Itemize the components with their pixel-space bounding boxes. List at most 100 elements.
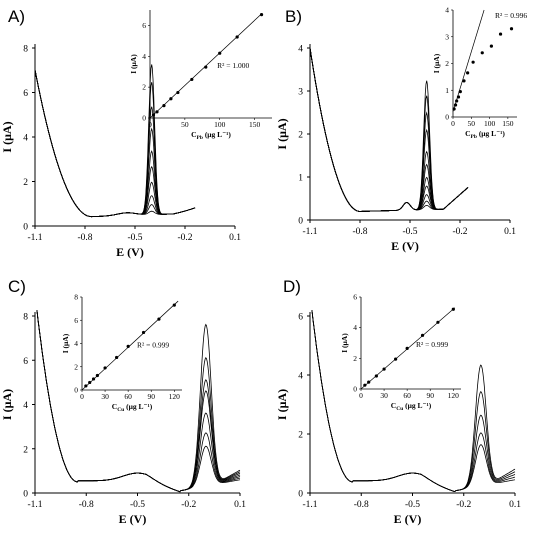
inset-data-point — [480, 51, 484, 55]
x-tick-label: -1.1 — [27, 233, 42, 243]
voltammogram-series-4 — [35, 69, 196, 218]
y-axis-title: I (μA) — [275, 389, 289, 420]
x-tick-label: -1.1 — [302, 500, 317, 510]
inset-y-tick-label: 6 — [142, 21, 146, 30]
inset-data-point — [176, 90, 180, 95]
y-tick-label: 4 — [23, 134, 28, 144]
inset-x-tick-label: 100 — [214, 120, 226, 129]
inset-data-point — [374, 374, 378, 378]
voltammogram-series-3 — [36, 310, 241, 493]
inset-y-tick-label: 0 — [353, 385, 357, 394]
voltammogram-series-2 — [310, 47, 469, 212]
inset-data-point — [141, 330, 146, 335]
inset-data-point — [218, 51, 222, 55]
voltammogram-series-9 — [35, 69, 196, 218]
inset-data-point — [235, 35, 239, 39]
inset-r2-label: R² = 0.999 — [137, 341, 169, 350]
inset-y-tick-label: 1 — [445, 86, 449, 95]
inset-data-point — [471, 60, 475, 64]
voltammogram-curves — [310, 47, 469, 212]
inset-data-point — [190, 77, 194, 82]
y-axis-title: I (μA) — [0, 389, 14, 420]
inset-y-tick-label: 2 — [445, 59, 449, 68]
inset-data-point — [367, 380, 371, 384]
inset-y-tick-label: 0 — [445, 113, 449, 122]
voltammogram-series-8 — [35, 69, 196, 218]
voltammogram-series-11 — [310, 47, 469, 212]
inset-r2-label: R² = 0.999 — [416, 340, 448, 349]
inset-y-tick-label: 8 — [74, 293, 78, 302]
voltammogram-series-3 — [35, 69, 196, 218]
inset-y-tick-label: 4 — [353, 323, 357, 332]
y-tick-label: 6 — [23, 89, 28, 99]
inset-y-tick-label: 3 — [445, 32, 449, 41]
y-tick-label: 2 — [23, 178, 28, 188]
inset-data-point — [204, 65, 208, 69]
voltammogram-curves — [35, 64, 196, 218]
y-tick-label: 3 — [298, 88, 303, 98]
inset-x-tick-label: 60 — [124, 392, 132, 401]
voltammogram-series-8 — [310, 47, 469, 212]
y-axis-title: I (μA) — [0, 121, 14, 152]
inset-y-tick-label: 4 — [142, 52, 146, 61]
panel-label: C) — [8, 277, 26, 296]
inset-x-tick-label: 0 — [80, 392, 84, 401]
inset-data-point — [91, 377, 96, 381]
y-tick-label: 2 — [298, 131, 303, 141]
inset-data-point — [151, 113, 156, 117]
x-tick-label: -1.1 — [27, 500, 42, 510]
x-tick-label: 0.1 — [504, 227, 516, 237]
y-tick-label: 0 — [23, 490, 28, 500]
x-tick-label: 0.1 — [234, 500, 246, 510]
x-axis-title: E (V) — [391, 239, 419, 253]
inset-y-tick-label: 0 — [74, 386, 78, 395]
inset-data-point — [452, 107, 456, 111]
y-tick-label: 4 — [298, 45, 303, 55]
inset-data-point — [157, 317, 161, 321]
inset-data-point — [453, 103, 458, 107]
inset-data-point — [456, 95, 461, 99]
inset-y-axis-title: I (μA) — [61, 333, 70, 353]
inset-data-point — [382, 367, 386, 371]
inset-data-point — [462, 79, 466, 83]
voltammogram-series-4 — [311, 310, 516, 492]
x-tick-label: -0.5 — [402, 227, 417, 237]
x-tick-label: -0.8 — [352, 227, 367, 237]
panel-label: A) — [8, 7, 25, 26]
x-tick-label: -0.2 — [452, 227, 467, 237]
inset-data-point — [126, 344, 130, 349]
inset-data-point — [155, 110, 159, 114]
inset-x-axis-title: CPb (μg L⁻¹) — [191, 130, 231, 141]
inset-y-axis-title: I (μA) — [340, 333, 349, 353]
inset-data-point — [172, 303, 176, 307]
inset-x-tick-label: 30 — [380, 391, 388, 400]
x-tick-label: -0.2 — [177, 233, 192, 243]
inset-x-tick-label: 100 — [484, 119, 496, 128]
panel-b: B) -1.1 -0.8 -0.5 -0.2 0.1 0 1 2 3 4 E (V) I (μA) 0 50… — [275, 6, 527, 254]
voltammogram-series-7 — [35, 69, 196, 218]
voltammogram-series-10 — [310, 47, 469, 212]
inset-data-point — [451, 307, 455, 311]
x-tick-label: 0.1 — [229, 233, 241, 243]
inset-x-tick-label: 90 — [426, 391, 434, 400]
inset-x-tick-label: 0 — [148, 120, 152, 129]
inset-data-point — [103, 366, 107, 370]
inset-x-tick-label: 120 — [448, 391, 460, 400]
x-axis-title: E (V) — [394, 512, 422, 526]
inset-y-axis-title: I (μA) — [129, 54, 138, 74]
inset-data-point — [394, 357, 398, 361]
calibration-inset: 0 30 60 90 120 0 2 4 6 8 CCu (μg L⁻¹) I (μA) R² = 0.… — [61, 293, 182, 413]
y-tick-label: 6 — [23, 357, 28, 367]
inset-data-point — [509, 27, 514, 31]
x-axis-title: E (V) — [116, 245, 144, 259]
inset-x-tick-label: 0 — [451, 119, 455, 128]
panel-label: D) — [283, 277, 301, 296]
inset-data-point — [436, 320, 440, 324]
y-tick-label: 0 — [23, 223, 28, 233]
panel-a: A) -1.1 -0.8 -0.5 -0.2 0.1 0 2 4 6 8 E (V) I (μA) 0 50… — [0, 7, 272, 259]
voltammogram-series-2 — [311, 310, 516, 492]
voltammogram-series-6 — [36, 310, 241, 493]
voltammogram-curves — [311, 310, 516, 492]
calibration-inset: 0 50 100 150 0 2 4 6 CPb (μg L⁻¹) I (μA) R² = 1.00… — [129, 10, 272, 141]
voltammogram-series-5 — [35, 69, 196, 218]
